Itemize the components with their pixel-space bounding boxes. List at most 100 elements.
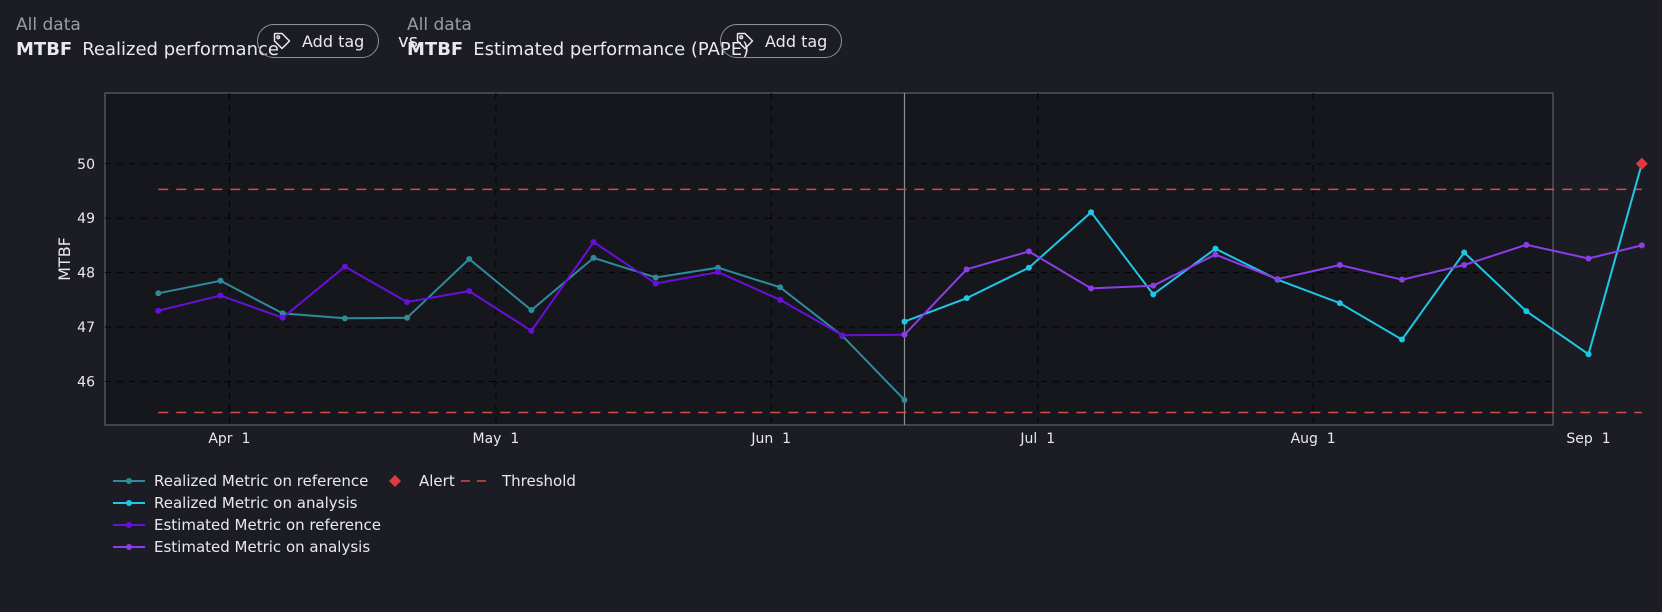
- data-point: [1274, 276, 1281, 283]
- data-point: [1523, 241, 1530, 248]
- data-point: [652, 274, 659, 281]
- data-point: [404, 298, 411, 305]
- y-tick-label: 48: [77, 266, 95, 282]
- legend-item-threshold[interactable]: Threshold: [460, 470, 576, 492]
- data-point: [1212, 245, 1219, 252]
- mtbf-chart: 46 47 48 49 50 Apr 1 May 1 Jun 1 Jul 1 Aug 1 Sep 1…: [55, 92, 1648, 447]
- vs-label: vs.: [398, 31, 424, 52]
- data-point: [1150, 282, 1157, 289]
- series-realized-metric-on-reference: [155, 254, 908, 403]
- tag-icon: [736, 32, 754, 50]
- data-point: [1585, 351, 1592, 358]
- right-plot-title: MTBF Estimated performance (PAPE): [407, 36, 749, 64]
- legend-label: Alert: [419, 472, 455, 490]
- data-point: [1523, 308, 1530, 315]
- data-point: [1025, 248, 1032, 255]
- legend-swatch-threshold: [461, 480, 493, 482]
- add-tag-button-right[interactable]: Add tag: [720, 24, 843, 58]
- data-point: [1398, 336, 1405, 343]
- legend-label: Threshold: [502, 472, 576, 490]
- data-point: [714, 264, 721, 271]
- data-point: [963, 266, 970, 273]
- data-point: [901, 318, 908, 325]
- legend-col-threshold: Threshold: [460, 470, 576, 492]
- data-point: [1025, 264, 1032, 271]
- add-tag-button-left[interactable]: Add tag: [257, 24, 380, 58]
- data-point: [466, 288, 473, 295]
- x-tick-label: Aug 1: [1291, 431, 1336, 447]
- data-point: [1398, 276, 1405, 283]
- legend-item-estimated-analysis[interactable]: Estimated Metric on analysis: [112, 536, 381, 558]
- data-point: [839, 332, 846, 339]
- data-point: [901, 396, 908, 403]
- data-point: [777, 284, 784, 291]
- data-point: [404, 314, 411, 321]
- left-scope-label: All data: [16, 15, 81, 35]
- add-tag-label-left: Add tag: [302, 31, 365, 51]
- data-point: [1461, 261, 1468, 268]
- legend-label: Estimated Metric on analysis: [154, 538, 371, 556]
- legend-item-realized-reference[interactable]: Realized Metric on reference: [112, 470, 381, 492]
- data-point: [1150, 291, 1157, 298]
- data-point: [279, 314, 286, 321]
- legend-item-alert[interactable]: Alert: [385, 470, 455, 492]
- data-point: [1638, 242, 1645, 249]
- series-estimated-metric-on-reference: [155, 239, 908, 339]
- data-point: [528, 327, 535, 334]
- data-point: [1336, 300, 1343, 307]
- series-estimated-metric-on-analysis: [901, 241, 1645, 338]
- data-point: [1088, 285, 1095, 292]
- data-point: [155, 290, 162, 297]
- data-point: [901, 331, 908, 338]
- x-tick-label: Jun 1: [750, 431, 791, 447]
- data-point: [217, 277, 224, 284]
- left-metric-name: MTBF: [16, 39, 73, 60]
- legend-swatch-estimated-analysis: [113, 544, 145, 550]
- alert-diamond-icon: [389, 475, 401, 487]
- data-point: [466, 256, 473, 262]
- data-point: [341, 263, 348, 270]
- right-subtitle: Estimated performance (PAPE): [473, 39, 750, 60]
- data-point: [590, 239, 597, 246]
- y-axis-label: MTBF: [55, 237, 74, 281]
- data-point: [341, 315, 348, 322]
- data-point: [1212, 251, 1219, 258]
- right-metric-name: MTBF: [407, 39, 464, 60]
- left-subtitle: Realized performance: [82, 39, 279, 60]
- legend-label: Estimated Metric on reference: [154, 516, 382, 534]
- legend-swatch-realized-reference: [113, 478, 145, 484]
- data-point: [714, 269, 721, 276]
- x-tick-label: Jul 1: [1019, 431, 1055, 447]
- legend-item-realized-analysis[interactable]: Realized Metric on analysis: [112, 492, 381, 514]
- data-point: [1461, 249, 1468, 256]
- legend-swatch-realized-analysis: [113, 500, 145, 506]
- plot-area: [104, 92, 1554, 426]
- y-tick-label: 47: [77, 320, 95, 336]
- data-point: [528, 307, 535, 314]
- right-scope-label: All data: [407, 15, 472, 35]
- data-point: [1585, 255, 1592, 262]
- data-point: [1336, 261, 1343, 268]
- left-title-block: All data MTBF Realized performance: [16, 14, 279, 64]
- y-tick-label: 49: [77, 211, 95, 227]
- data-point: [279, 310, 286, 317]
- tag-icon: [273, 32, 291, 50]
- data-point: [963, 295, 970, 302]
- legend-item-estimated-reference[interactable]: Estimated Metric on reference: [112, 514, 381, 536]
- data-point: [590, 254, 597, 261]
- data-point: [777, 296, 784, 303]
- legend-swatch-estimated-reference: [113, 522, 145, 528]
- legend-label: Realized Metric on reference: [154, 472, 369, 490]
- x-tick-label: May 1: [472, 431, 519, 447]
- data-point: [155, 307, 162, 314]
- right-title-block: All data MTBF Estimated performance (PAPE…: [407, 14, 749, 64]
- add-tag-label-right: Add tag: [765, 31, 828, 51]
- x-tick-label: Sep 1: [1566, 431, 1610, 447]
- legend-col-series: Realized Metric on reference Realized Me…: [112, 470, 381, 558]
- legend-col-markers: Alert: [385, 470, 455, 492]
- y-tick-label: 46: [77, 374, 95, 390]
- alert-marker: [1635, 157, 1648, 170]
- left-plot-title: MTBF Realized performance: [16, 36, 279, 64]
- data-point: [217, 292, 224, 299]
- data-point: [652, 280, 659, 287]
